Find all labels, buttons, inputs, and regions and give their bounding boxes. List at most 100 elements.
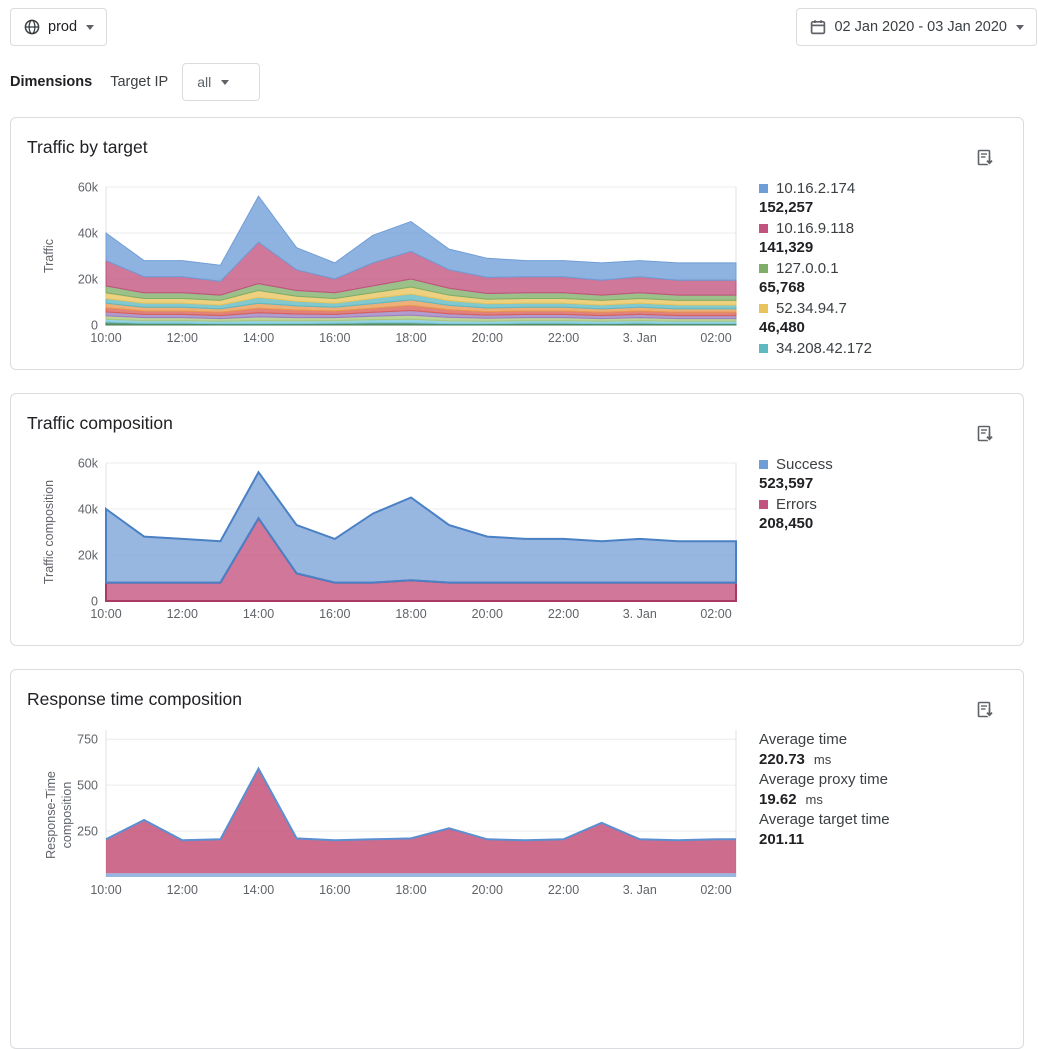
chevron-down-icon: [1016, 24, 1024, 30]
x-tick-label: 02:00: [700, 607, 731, 621]
x-tick-label: 12:00: [167, 331, 198, 345]
x-tick-label: 20:00: [472, 331, 503, 345]
metric-label: Average target time: [759, 811, 890, 828]
metric-unit: ms: [813, 752, 832, 767]
metric-item: Average target time 201.11: [759, 810, 1021, 850]
metric-item: Average time 220.73 ms: [759, 730, 1021, 770]
x-tick-label: 16:00: [319, 607, 350, 621]
x-tick-label: 20:00: [472, 607, 503, 621]
traffic-by-target-legend: 10.16.2.174 152,257 10.16.9.118 141,329 127.…: [759, 178, 1021, 358]
x-tick-label: 02:00: [700, 883, 731, 897]
x-tick-label: 3. Jan: [623, 883, 657, 897]
y-tick-label: 0: [91, 318, 98, 332]
legend-label-row: 10.16.2.174: [759, 178, 1021, 198]
x-tick-label: 16:00: [319, 883, 350, 897]
legend-label-row: 52.34.94.7: [759, 298, 1021, 318]
environment-label: prod: [48, 19, 78, 35]
x-tick-label: 3. Jan: [623, 331, 657, 345]
legend-series-total: 523,597: [759, 475, 814, 492]
legend-item: 10.16.2.174 152,257: [759, 178, 1021, 218]
x-tick-label: 22:00: [548, 607, 579, 621]
metric-value: 201.11: [759, 831, 805, 848]
metric-value-row: 201.11: [759, 830, 1021, 850]
legend-item: Errors 208,450: [759, 494, 1021, 534]
export-report-button[interactable]: [973, 146, 997, 173]
area-series-Average proxy time: [106, 873, 736, 877]
environment-selector[interactable]: prod: [10, 8, 108, 46]
x-tick-label: 14:00: [243, 607, 274, 621]
card-title: Traffic by target: [27, 137, 148, 157]
card-traffic-composition: Traffic composition 60k 40k 20k 0 10:00 12:00…: [10, 393, 1024, 646]
legend-series-name: 127.0.0.1: [776, 259, 839, 277]
y-tick-label: 0: [91, 594, 98, 608]
x-tick-label: 20:00: [472, 883, 503, 897]
legend-label-row: 10.16.9.118: [759, 218, 1021, 238]
y-tick-label: 40k: [78, 502, 99, 516]
metric-value: 19.62: [759, 791, 797, 808]
x-tick-label: 18:00: [395, 883, 426, 897]
metric-label: Average proxy time: [759, 771, 888, 788]
legend-item: 52.34.94.7 46,480: [759, 298, 1021, 338]
legend-series-name: 10.16.2.174: [776, 179, 856, 197]
legend-color-swatch: [759, 499, 768, 509]
date-range-picker[interactable]: 02 Jan 2020 - 03 Jan 2020: [796, 8, 1037, 46]
filter-bar: Dimensions Target IP all: [10, 63, 261, 101]
legend-series-total: 208,450: [759, 515, 814, 532]
traffic-composition-chart: 60k 40k 20k 010:00 12:00 14:00 16:00 18:00 20:00…: [42, 456, 737, 621]
x-tick-label: 14:00: [243, 331, 274, 345]
y-tick-label: 60k: [78, 456, 99, 470]
legend-color-swatch: [759, 263, 768, 273]
legend-item: Success 523,597: [759, 454, 1021, 494]
globe-icon: [24, 19, 40, 35]
x-tick-label: 02:00: [700, 331, 731, 345]
date-range-label: 02 Jan 2020 - 03 Jan 2020: [834, 19, 1007, 35]
target-ip-selector[interactable]: all: [182, 63, 261, 101]
x-tick-label: 12:00: [167, 883, 198, 897]
metric-item: Average proxy time 19.62 ms: [759, 770, 1021, 810]
export-report-button[interactable]: [973, 422, 997, 449]
metric-unit: ms: [805, 792, 823, 807]
response-time-composition-chart: 750 500 250 10:00 12:00 14:00 16:00 18:00 20:00 2…: [44, 730, 737, 897]
y-tick-label: 20k: [78, 272, 99, 286]
x-tick-label: 12:00: [167, 607, 198, 621]
export-report-button[interactable]: [973, 698, 997, 725]
download-report-icon: [977, 149, 994, 167]
metric-value-row: 220.73 ms: [759, 750, 1021, 770]
legend-series-name: 52.34.94.7: [776, 299, 847, 317]
y-axis-label: Traffic composition: [42, 480, 56, 584]
traffic-by-target-chart: 60k 40k 20k 010:00 12:00 14:00 16:00 18:00 20:00…: [42, 180, 737, 345]
area-series-Success: [105, 470, 737, 584]
metric-value: 220.73: [759, 751, 805, 768]
x-tick-label: 22:00: [548, 331, 579, 345]
legend-series-total: 65,768: [759, 279, 805, 296]
dimensions-label: Dimensions: [10, 74, 93, 90]
chevron-down-icon: [221, 79, 230, 85]
legend-item: 10.16.9.118 141,329: [759, 218, 1021, 258]
y-axis-label: composition: [60, 782, 74, 849]
legend-series-name: Success: [776, 455, 833, 473]
calendar-icon: [811, 20, 826, 35]
y-tick-label: 20k: [78, 548, 99, 562]
y-axis-label: Traffic: [42, 239, 56, 273]
y-tick-label: 250: [77, 824, 98, 838]
average-time-line: [105, 766, 736, 842]
x-tick-label: 18:00: [395, 331, 426, 345]
card-title: Response time composition: [27, 689, 242, 709]
legend-label-row: 34.208.42.172: [759, 338, 1021, 358]
legend-item: 127.0.0.1 65,768: [759, 258, 1021, 298]
legend-label-row: 127.0.0.1: [759, 258, 1021, 278]
y-tick-label: 750: [77, 733, 98, 747]
legend-series-total: 46,480: [759, 319, 805, 336]
area-series-10.16.2.174: [105, 195, 737, 282]
legend-label-row: Errors: [759, 494, 1021, 514]
metric-value-row: 19.62 ms: [759, 790, 1021, 810]
legend-series-total: 141,329: [759, 239, 814, 256]
legend-color-swatch: [759, 183, 768, 193]
y-tick-label: 40k: [78, 226, 99, 240]
card-title: Traffic composition: [27, 413, 173, 433]
response-time-metrics: Average time 220.73 ms Average proxy time 19…: [759, 730, 1021, 850]
area-series-Average target time: [106, 768, 736, 874]
legend-label-row: Success: [759, 454, 1021, 474]
legend-series-name: 34.208.42.172: [776, 339, 872, 357]
legend-color-swatch: [759, 223, 768, 233]
